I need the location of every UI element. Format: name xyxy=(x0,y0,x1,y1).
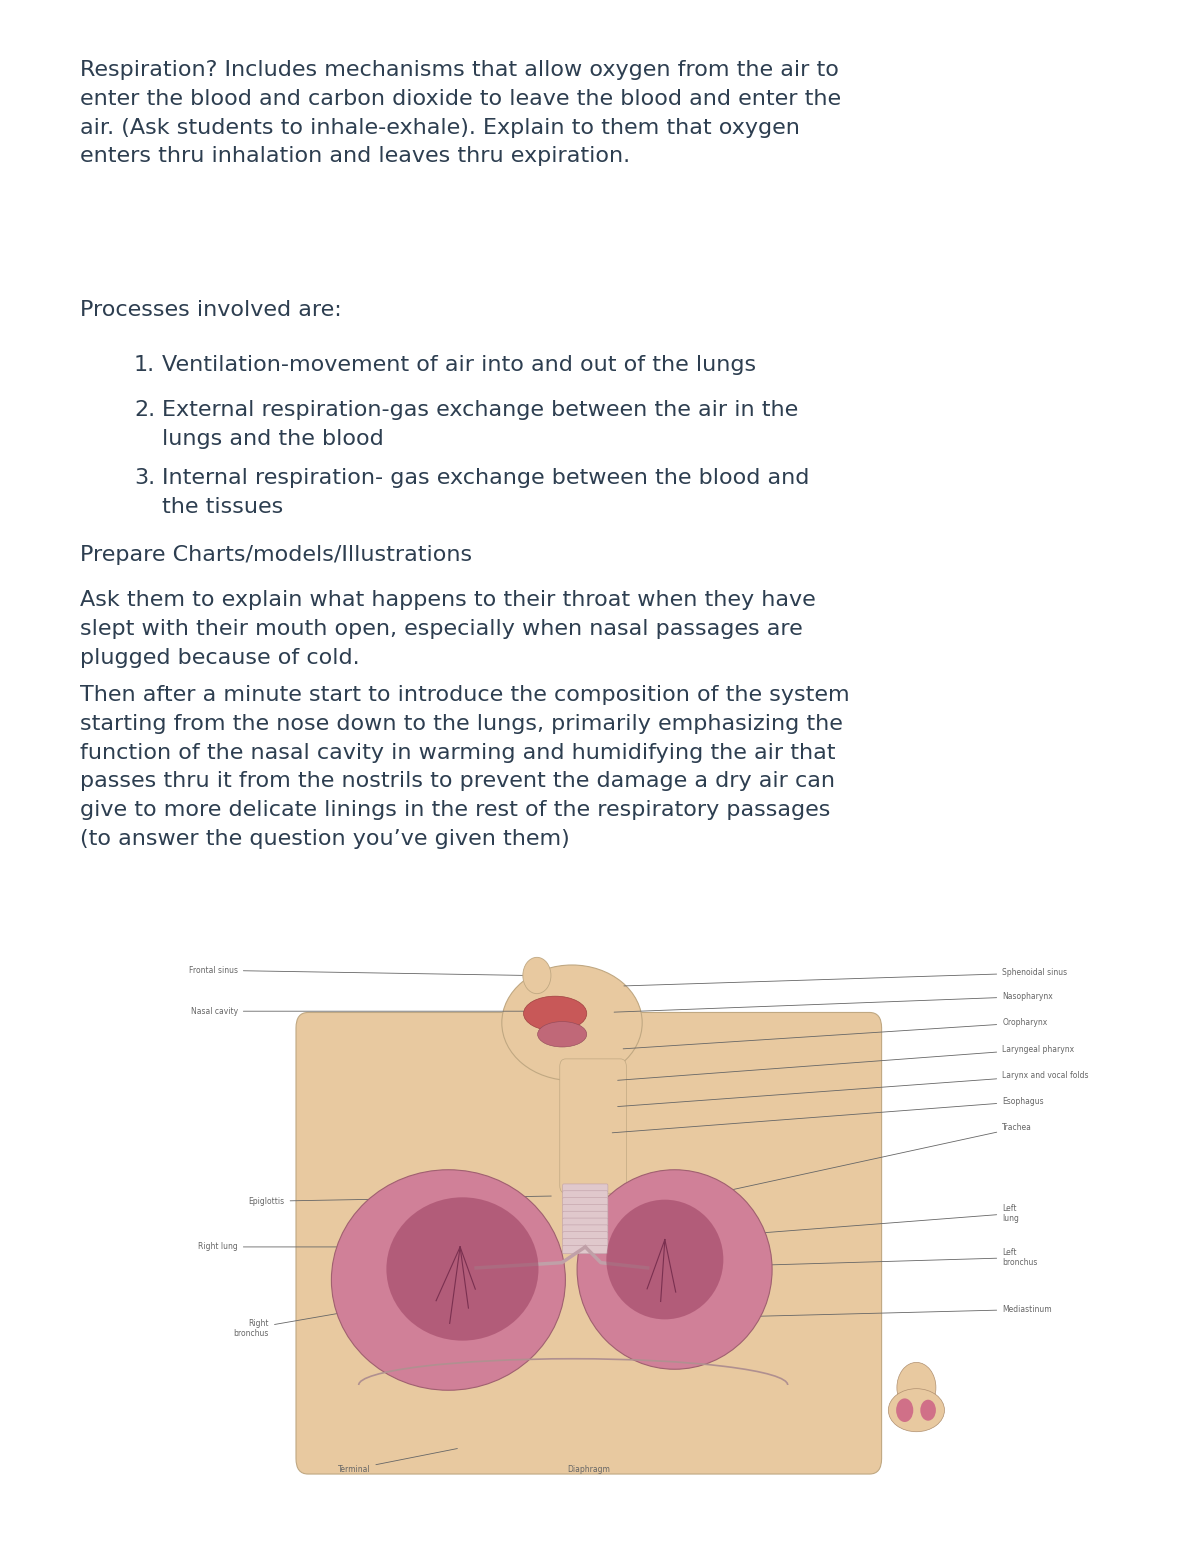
Text: Right lung: Right lung xyxy=(198,1242,347,1252)
Text: Internal respiration- gas exchange between the blood and
the tissues: Internal respiration- gas exchange betwe… xyxy=(162,467,809,517)
Text: Oropharynx: Oropharynx xyxy=(623,1019,1048,1048)
FancyBboxPatch shape xyxy=(563,1191,608,1199)
FancyBboxPatch shape xyxy=(563,1211,608,1219)
Ellipse shape xyxy=(606,1199,724,1320)
Text: Nasopharynx: Nasopharynx xyxy=(614,992,1052,1013)
FancyBboxPatch shape xyxy=(563,1246,608,1253)
FancyBboxPatch shape xyxy=(563,1183,608,1193)
FancyBboxPatch shape xyxy=(563,1225,608,1233)
Text: 1.: 1. xyxy=(134,356,155,374)
Ellipse shape xyxy=(920,1399,936,1421)
Polygon shape xyxy=(308,1028,870,1458)
Text: Left
lung: Left lung xyxy=(755,1204,1019,1233)
FancyBboxPatch shape xyxy=(563,1239,608,1247)
Circle shape xyxy=(896,1362,936,1413)
Ellipse shape xyxy=(502,964,642,1081)
Ellipse shape xyxy=(386,1197,539,1340)
Ellipse shape xyxy=(896,1398,913,1423)
Text: 2.: 2. xyxy=(134,401,155,419)
Text: Diaphragm: Diaphragm xyxy=(568,1464,611,1474)
Text: Epiglottis: Epiglottis xyxy=(248,1196,551,1205)
Text: Nasal cavity: Nasal cavity xyxy=(191,1006,530,1016)
Text: External respiration-gas exchange between the air in the
lungs and the blood: External respiration-gas exchange betwee… xyxy=(162,401,798,449)
Ellipse shape xyxy=(331,1169,565,1390)
FancyBboxPatch shape xyxy=(563,1205,608,1213)
Text: Right
bronchus: Right bronchus xyxy=(234,1308,376,1339)
Text: 3.: 3. xyxy=(134,467,155,488)
FancyBboxPatch shape xyxy=(296,1013,882,1474)
Text: Frontal sinus: Frontal sinus xyxy=(188,966,527,975)
FancyBboxPatch shape xyxy=(563,1197,608,1207)
Text: Terminal: Terminal xyxy=(337,1449,457,1474)
Text: Trachea: Trachea xyxy=(610,1123,1032,1216)
Text: Sphenoidal sinus: Sphenoidal sinus xyxy=(624,969,1067,986)
Ellipse shape xyxy=(523,995,587,1031)
Text: Esophagus: Esophagus xyxy=(612,1096,1044,1132)
Text: Processes involved are:: Processes involved are: xyxy=(80,300,342,320)
FancyBboxPatch shape xyxy=(563,1232,608,1241)
Text: Mediastinum: Mediastinum xyxy=(638,1305,1052,1320)
Text: Laryngeal pharynx: Laryngeal pharynx xyxy=(618,1045,1074,1081)
Text: Larynx and vocal folds: Larynx and vocal folds xyxy=(618,1070,1088,1107)
Text: Ask them to explain what happens to their throat when they have
slept with their: Ask them to explain what happens to thei… xyxy=(80,590,816,668)
Text: Left
bronchus: Left bronchus xyxy=(751,1247,1038,1267)
Ellipse shape xyxy=(577,1169,772,1370)
Text: Prepare Charts/models/Illustrations: Prepare Charts/models/Illustrations xyxy=(80,545,472,565)
FancyBboxPatch shape xyxy=(559,1059,626,1193)
Ellipse shape xyxy=(538,1022,587,1047)
Text: Ventilation-movement of air into and out of the lungs: Ventilation-movement of air into and out… xyxy=(162,356,756,374)
Text: Then after a minute start to introduce the composition of the system
starting fr: Then after a minute start to introduce t… xyxy=(80,685,850,849)
FancyBboxPatch shape xyxy=(563,1218,608,1227)
Ellipse shape xyxy=(888,1388,944,1432)
Text: Respiration? Includes mechanisms that allow oxygen from the air to
enter the blo: Respiration? Includes mechanisms that al… xyxy=(80,61,841,166)
Circle shape xyxy=(523,957,551,994)
